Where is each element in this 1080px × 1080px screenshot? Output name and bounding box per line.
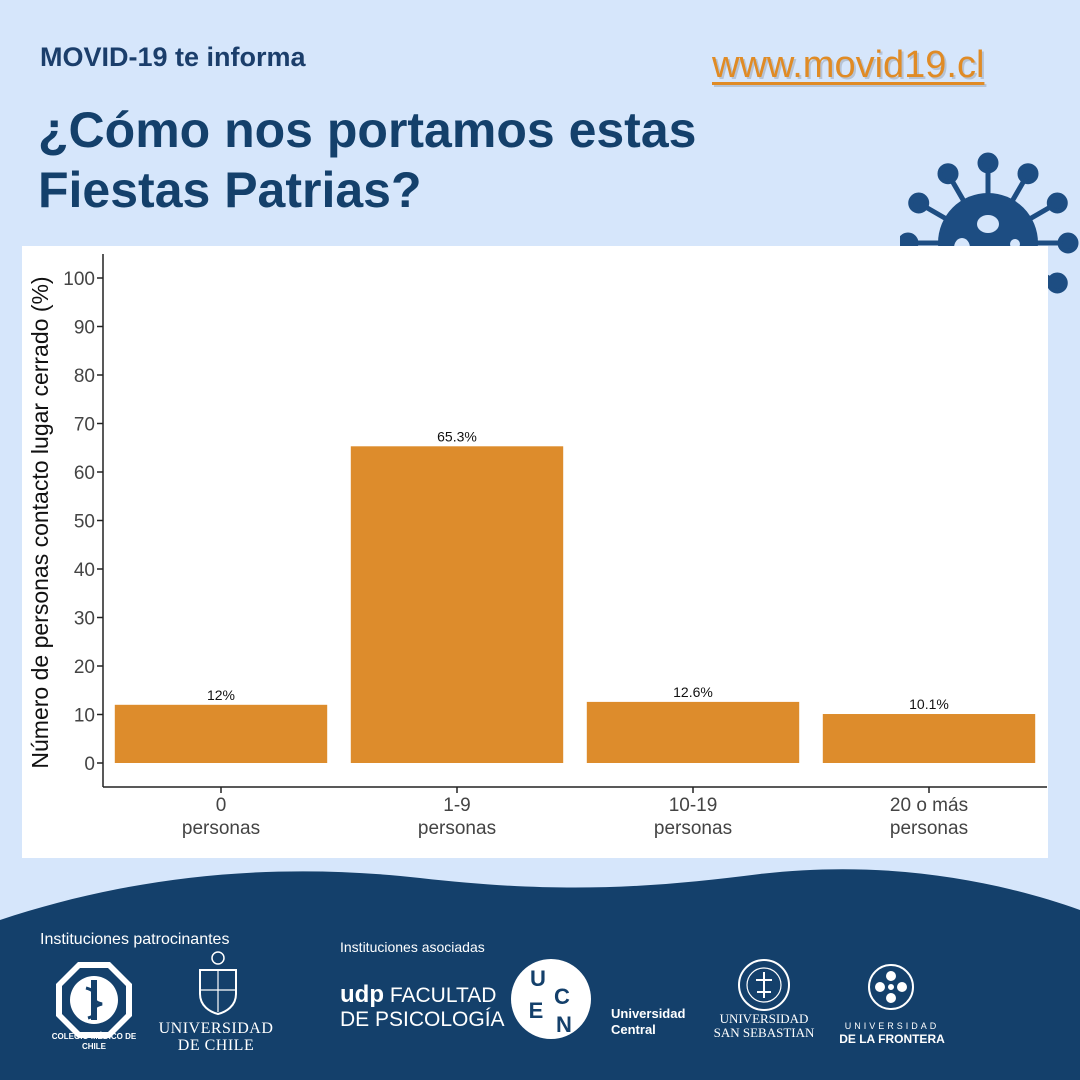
ucen-letter-e: E <box>529 998 544 1023</box>
universidad-de-chile-crest-icon <box>199 951 237 1016</box>
ucen-letter-u: U <box>530 966 546 991</box>
ucen-letter-c: C <box>554 984 570 1009</box>
x-tick-label: 0 personas <box>182 795 260 839</box>
y-axis-label: Número de personas contacto lugar cerrad… <box>27 276 53 768</box>
bar <box>586 701 800 763</box>
udp-brand: udp <box>340 981 384 1008</box>
universidad-san-sebastian-text: UNIVERSIDAD SAN SEBASTIAN <box>704 1012 824 1040</box>
y-tick-label: 20 <box>74 657 95 678</box>
y-tick-label: 0 <box>84 754 95 775</box>
x-tick-label: 1-9 personas <box>418 795 496 839</box>
uss-line1: UNIVERSIDAD <box>719 1011 809 1026</box>
y-tick-label: 40 <box>74 560 95 581</box>
y-tick-label: 70 <box>74 415 95 436</box>
data-label: 12.6% <box>673 684 713 700</box>
uss-line2: SAN SEBASTIAN <box>713 1025 815 1040</box>
x-tick-label: 10-19 personas <box>654 795 732 839</box>
universidad-san-sebastian-seal-icon <box>738 959 790 1011</box>
ucentral-line2: Central <box>611 1022 656 1037</box>
universidad-de-la-frontera-seal-icon <box>868 964 914 1010</box>
kicker-text: MOVID-19 te informa <box>40 42 306 72</box>
website-link[interactable]: www.movid19.cl <box>712 44 985 86</box>
ucen-logo-icon: U C E N <box>511 959 591 1039</box>
universidad-central-text: Universidad Central <box>611 1006 685 1038</box>
ucentral-line1: Universidad <box>611 1006 686 1021</box>
y-tick-label: 50 <box>74 512 95 533</box>
data-label: 10.1% <box>909 696 949 712</box>
sponsors-label: Instituciones patrocinantes <box>40 931 230 948</box>
ucen-letter-n: N <box>556 1012 572 1037</box>
uchile-line1: UNIVERSIDAD <box>158 1020 274 1037</box>
y-tick-label: 90 <box>74 318 95 339</box>
y-tick-label: 60 <box>74 463 95 484</box>
associates-label: Instituciones asociadas <box>340 939 485 955</box>
colegio-medico-text: COLEGIO MÉDICO DE CHILE <box>51 1032 137 1051</box>
universidad-de-chile-text: UNIVERSIDAD DE CHILE <box>156 1020 276 1054</box>
data-label: 12% <box>207 687 235 703</box>
bar-chart: 0 10 20 30 40 50 60 70 80 90 100 Número de personas… <box>27 254 1047 839</box>
bar <box>114 704 328 763</box>
ufro-line1: UNIVERSIDAD <box>844 1021 940 1031</box>
bar <box>822 714 1036 763</box>
udp-line1: FACULTAD <box>389 984 497 1007</box>
bar <box>350 446 564 763</box>
udp-logo: udp FACULTAD DE PSICOLOGÍA <box>340 983 505 1032</box>
x-tick-label: 20 o más personas <box>890 795 968 839</box>
chart-panel: 0 10 20 30 40 50 60 70 80 90 100 Número de personas… <box>22 246 1048 858</box>
y-tick-label: 10 <box>74 706 95 727</box>
colegio-medico-logo-icon <box>56 962 132 1038</box>
ufro-line2: DE LA FRONTERA <box>839 1032 945 1046</box>
udp-line2: DE PSICOLOGÍA <box>340 1008 505 1031</box>
y-tick-label: 30 <box>74 609 95 630</box>
y-tick-label: 80 <box>74 366 95 387</box>
uchile-line2: DE CHILE <box>177 1037 255 1054</box>
y-tick-label: 100 <box>63 269 95 290</box>
page-title: ¿Cómo nos portamos estas Fiestas Patrias… <box>38 102 697 218</box>
data-label: 65.3% <box>437 428 477 444</box>
